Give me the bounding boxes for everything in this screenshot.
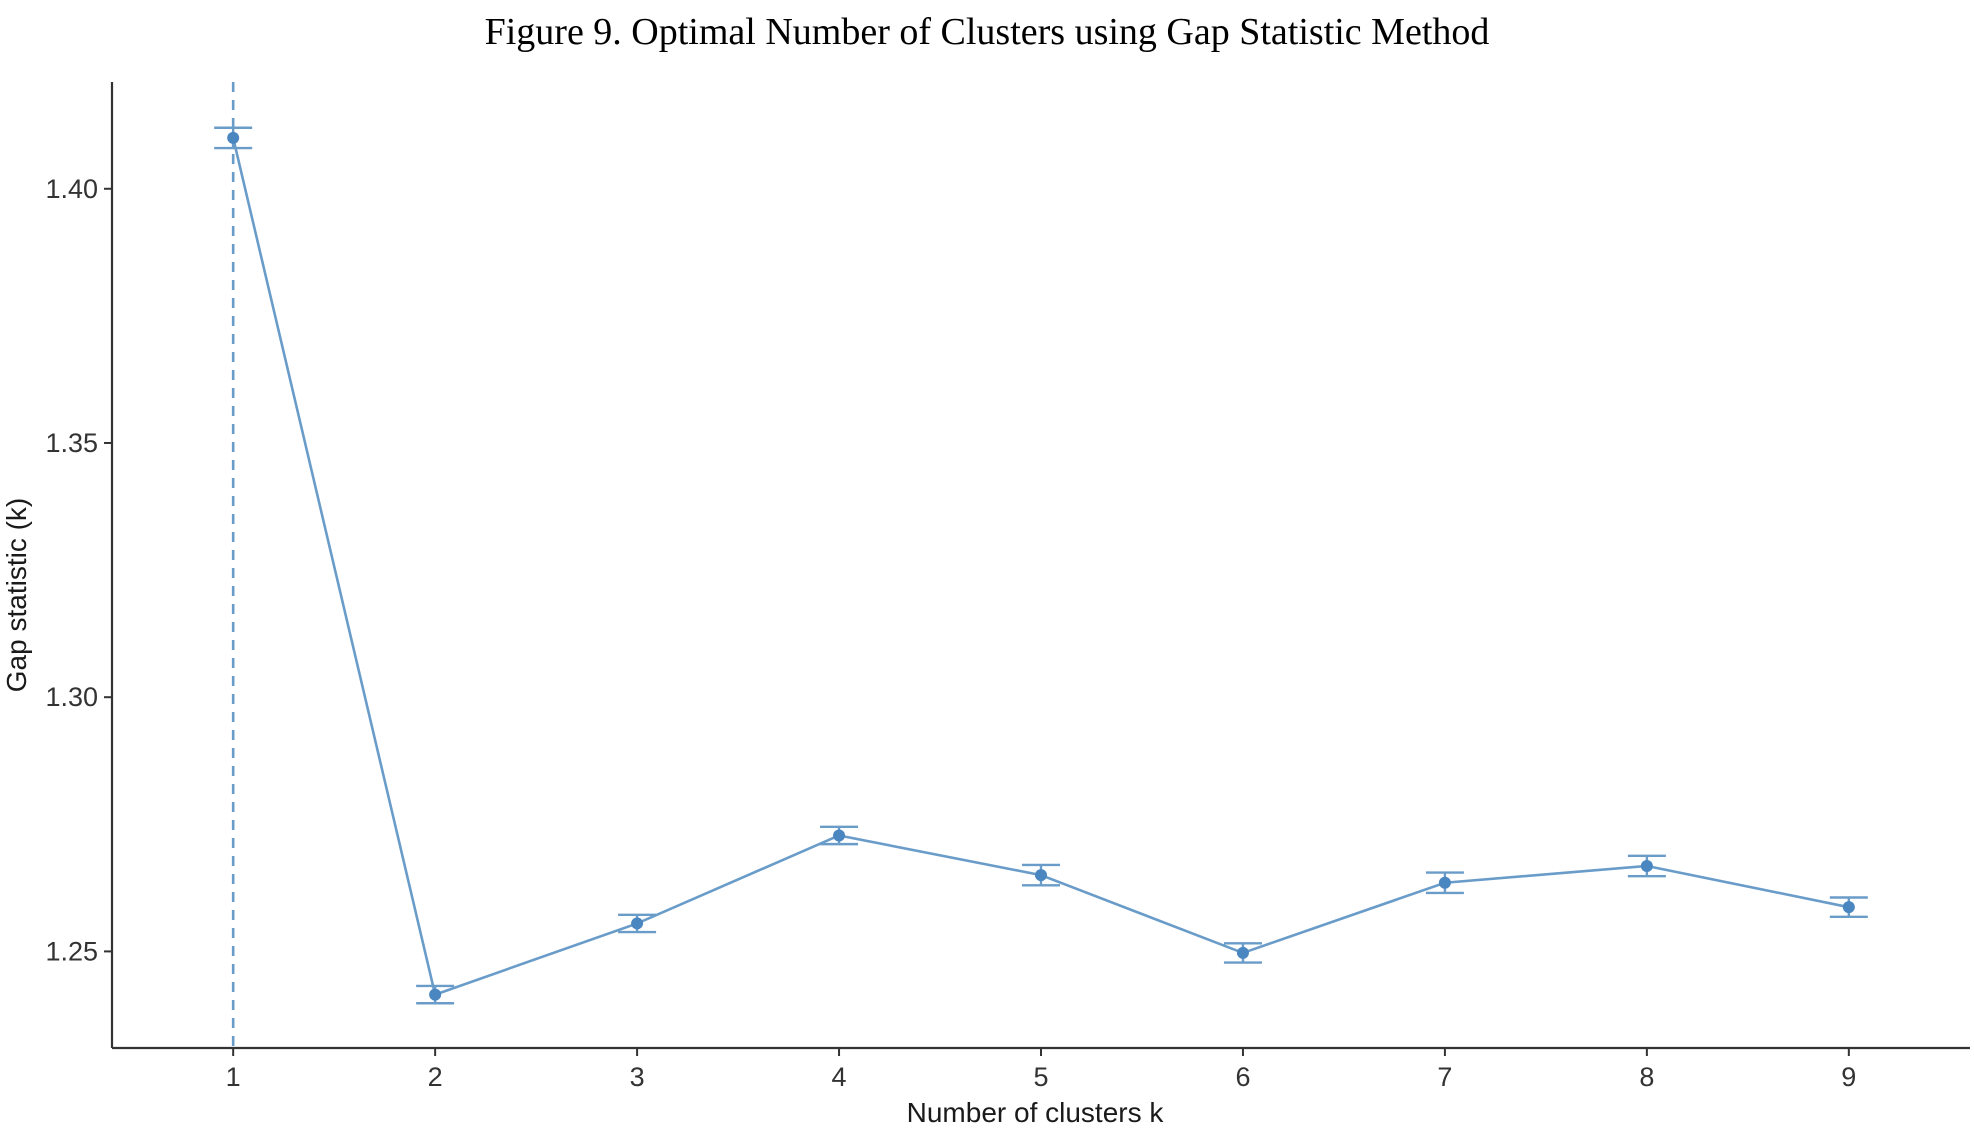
data-point (1842, 901, 1855, 914)
y-tick-label: 1.30 (45, 682, 98, 712)
axes: 1.25 1.30 1.35 1.40 1 2 3 4 5 6 7 8 9 (45, 82, 1970, 1092)
x-tick-label: 6 (1235, 1062, 1250, 1092)
y-tick-label: 1.40 (45, 174, 98, 204)
x-tick-label: 1 (226, 1062, 241, 1092)
x-tick-label: 2 (428, 1062, 443, 1092)
y-tick-label: 1.25 (45, 936, 98, 966)
data-point (1035, 869, 1047, 882)
y-axis-label: Gap statistic (k) (1, 498, 32, 692)
chart-marks (214, 82, 1868, 1048)
x-tick-label: 5 (1033, 1062, 1048, 1092)
data-point (1438, 876, 1451, 889)
data-point (631, 917, 644, 930)
x-tick-label: 3 (630, 1062, 645, 1092)
x-tick-label: 7 (1437, 1062, 1452, 1092)
x-axis-label: Number of clusters k (907, 1097, 1165, 1128)
data-point (1640, 859, 1653, 872)
y-tick-label: 1.35 (45, 428, 98, 458)
figure-title: Figure 9. Optimal Number of Clusters usi… (484, 11, 1490, 53)
x-tick-label: 8 (1639, 1062, 1654, 1092)
x-tick-label: 4 (832, 1062, 847, 1092)
data-point (833, 829, 846, 842)
data-point (1236, 946, 1249, 959)
data-point (227, 131, 240, 144)
x-tick-label: 9 (1841, 1062, 1856, 1092)
data-point (429, 988, 442, 1001)
